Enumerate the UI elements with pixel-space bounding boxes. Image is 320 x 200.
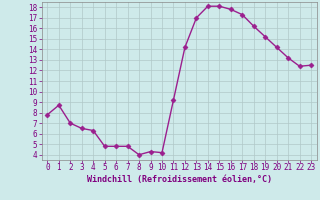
- X-axis label: Windchill (Refroidissement éolien,°C): Windchill (Refroidissement éolien,°C): [87, 175, 272, 184]
